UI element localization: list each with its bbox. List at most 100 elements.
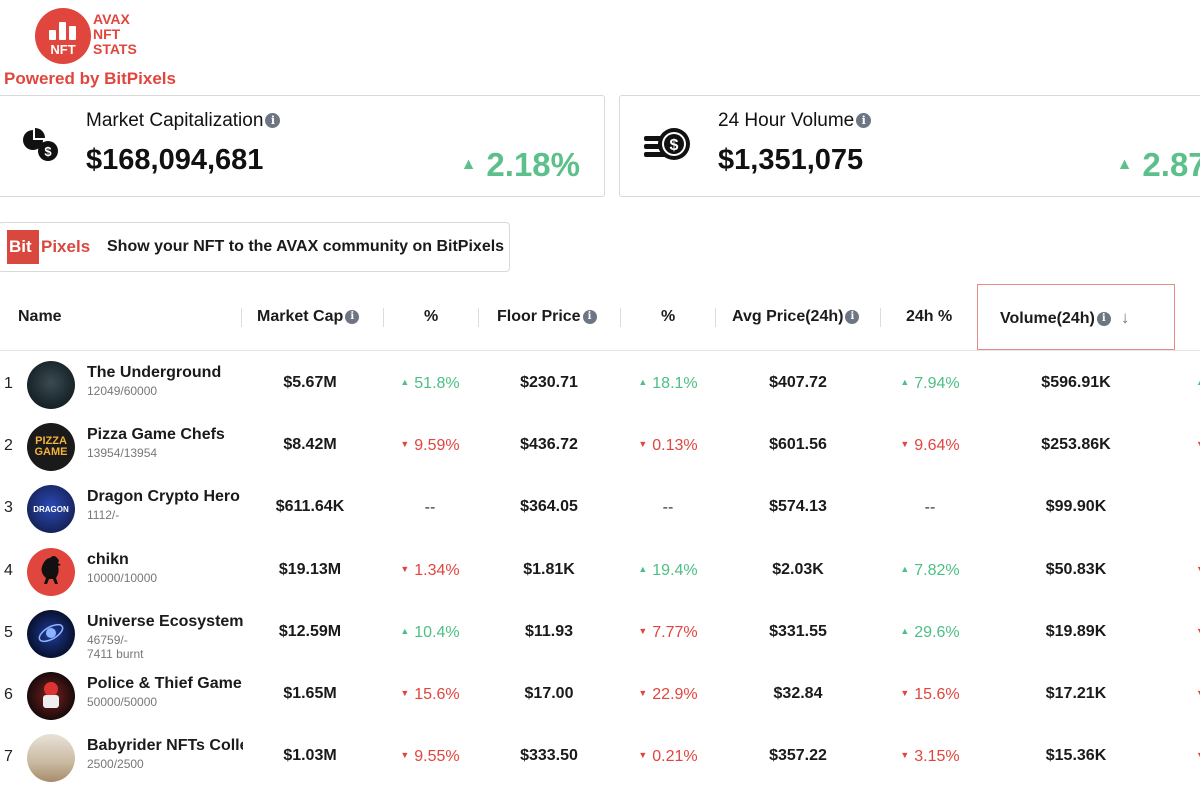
column-header-avg-price[interactable]: Avg Price(24h) i — [732, 308, 860, 326]
sort-desc-arrow-icon[interactable]: ↓ — [1120, 308, 1130, 327]
column-header-fp-pct[interactable]: % — [661, 308, 676, 325]
pct-change-cell: ▼ 9.64% — [900, 437, 960, 455]
pie-chart-dollar-icon: $ — [21, 124, 61, 169]
info-icon[interactable]: i — [1096, 312, 1111, 326]
collection-supply: 13954/13954 — [87, 446, 158, 461]
svg-text:$: $ — [670, 137, 679, 154]
volume-cell: $17.21K — [1045, 685, 1107, 702]
column-header-name[interactable]: Name — [18, 308, 62, 325]
stat-title: Market Capitalization i — [86, 110, 281, 132]
bitpixels-logo: Bit Pixels — [7, 230, 91, 264]
rank-number: 4 — [4, 561, 13, 579]
volume-cell: $596.91K — [1041, 374, 1111, 391]
floor-price-cell: $1.81K — [523, 560, 575, 578]
market-cap-cell: $611.64K — [275, 498, 345, 516]
bitpixels-promo-banner[interactable]: Bit Pixels Show your NFT to the AVAX com… — [0, 222, 510, 272]
logo-nft-text: NFT — [50, 42, 76, 57]
pct-change-cell: -- — [924, 499, 936, 517]
column-header-volume[interactable]: Volume(24h) i ↓ — [1000, 308, 1130, 327]
avg-price-cell: $407.72 — [769, 374, 827, 391]
floor-price-cell: $11.93 — [524, 622, 574, 640]
table-row[interactable]: 3 DRAGON Dragon Crypto Hero 1112/- $611.… — [0, 477, 1200, 539]
down-arrow-icon: ▼ — [900, 750, 910, 761]
collection-name-link[interactable]: Babyrider NFTs Collection — [87, 737, 243, 755]
rank-number: 7 — [4, 748, 13, 766]
down-arrow-icon: ▼ — [638, 439, 648, 450]
collection-avatar[interactable] — [27, 361, 75, 409]
collection-avatar[interactable] — [27, 734, 75, 783]
pct-change-cell: ▼ 9.59% — [400, 437, 460, 455]
rank-number: 2 — [4, 437, 13, 455]
collection-supply: 12049/60000 — [87, 384, 158, 398]
collection-supply: 2500/2500 — [87, 757, 144, 772]
up-arrow-icon: ▲ — [1116, 156, 1133, 173]
market-cap-cell: $12.59M — [278, 622, 342, 640]
down-arrow-icon: ▼ — [638, 625, 648, 636]
pct-change-cell: ▼ 1.34% — [400, 561, 460, 579]
logo-bar — [59, 22, 66, 40]
down-arrow-icon: ▼ — [400, 439, 410, 450]
rank-number: 1 — [4, 375, 13, 392]
info-icon[interactable]: i — [582, 310, 597, 324]
down-arrow-icon: ▼ — [1196, 626, 1200, 636]
pct-change-cell: ▼ 22.9% — [638, 686, 698, 703]
column-header-market-cap[interactable]: Market Cap i — [257, 308, 360, 326]
table-row[interactable]: 7 Babyrider NFTs Collection 2500/2500 $1… — [0, 726, 1200, 788]
collection-name-link[interactable]: Police & Thief Game — [87, 675, 242, 692]
up-arrow-icon: ▲ — [900, 625, 910, 636]
powered-by-link[interactable]: Powered by BitPixels — [4, 69, 176, 88]
volume-cell: $99.90K — [1045, 498, 1107, 516]
avg-price-cell: $357.22 — [769, 747, 827, 765]
up-arrow-icon: ▲ — [900, 563, 910, 574]
down-arrow-icon: ▼ — [638, 688, 648, 698]
column-header-24h-pct[interactable]: 24h % — [906, 308, 953, 325]
collection-avatar[interactable] — [27, 609, 75, 658]
collection-burnt: 7411 burnt — [87, 646, 144, 661]
info-icon[interactable]: i — [265, 113, 281, 128]
stat-change: ▲2.87% — [1116, 146, 1200, 183]
info-icon[interactable]: i — [845, 310, 860, 324]
logo-word: AVAX — [93, 11, 130, 27]
pct-change-cell: ▲ 29.6% — [900, 623, 960, 641]
up-arrow-icon: ▲ — [400, 377, 410, 387]
rank-number: 5 — [4, 623, 13, 641]
column-divider — [620, 308, 621, 327]
up-arrow-icon: ▲ — [638, 377, 648, 387]
collection-avatar[interactable]: PIZZA GAME — [27, 423, 75, 472]
table-row[interactable]: 5 Universe Ecosystem 46759/- 7411 burnt … — [0, 602, 1200, 664]
column-divider — [478, 308, 479, 327]
down-arrow-icon: ▼ — [400, 563, 410, 574]
avatar-art — [36, 554, 66, 590]
site-logo[interactable]: NFT — [35, 8, 91, 64]
info-icon[interactable]: i — [345, 310, 360, 324]
floor-price-cell: $230.71 — [520, 374, 578, 391]
pct-change-cell: ▲ 19.4% — [638, 561, 698, 579]
collection-name-link[interactable]: Dragon Crypto Hero — [87, 488, 240, 506]
collection-avatar[interactable]: DRAGON — [27, 485, 75, 534]
down-arrow-icon: ▼ — [1196, 750, 1200, 760]
table-row[interactable]: 6 Police & Thief Game 50000/50000 $1.65M… — [0, 664, 1200, 726]
down-arrow-icon: ▼ — [1196, 564, 1200, 574]
column-header-mc-pct[interactable]: % — [424, 308, 439, 325]
collection-name-link[interactable]: Pizza Game Chefs — [87, 426, 225, 444]
collection-avatar[interactable] — [27, 672, 75, 720]
collection-name-link[interactable]: chikn — [87, 550, 129, 568]
collection-avatar[interactable] — [27, 547, 75, 596]
info-icon[interactable]: i — [856, 113, 872, 128]
market-cap-cell: $8.42M — [283, 436, 337, 454]
collection-name-link[interactable]: Universe Ecosystem — [87, 612, 243, 630]
bitpixels-logo-bit: Bit — [9, 237, 32, 256]
table-row[interactable]: 2 PIZZA GAME Pizza Game Chefs 13954/13954… — [0, 415, 1200, 477]
floor-price-cell: $333.50 — [520, 747, 578, 765]
avatar-art — [36, 618, 66, 650]
collection-name-link[interactable]: The Underground — [87, 364, 222, 381]
pct-change-cell: ▼ 15.6% — [900, 686, 960, 703]
table-row[interactable]: 4 chikn 10000/10000 $19.13M ▼ 1.34% $1.81… — [0, 540, 1200, 602]
market-cap-cell: $1.65M — [283, 685, 337, 702]
column-header-floor-price[interactable]: Floor Price i — [497, 308, 597, 326]
avg-price-cell: $2.03K — [772, 560, 824, 578]
table-row[interactable]: 1 The Underground 12049/60000 $5.67M ▲ 51… — [0, 353, 1200, 415]
promo-text: Show your NFT to the AVAX community on B… — [107, 238, 505, 255]
logo-wordmark[interactable]: AVAX NFT STATS — [93, 12, 137, 57]
